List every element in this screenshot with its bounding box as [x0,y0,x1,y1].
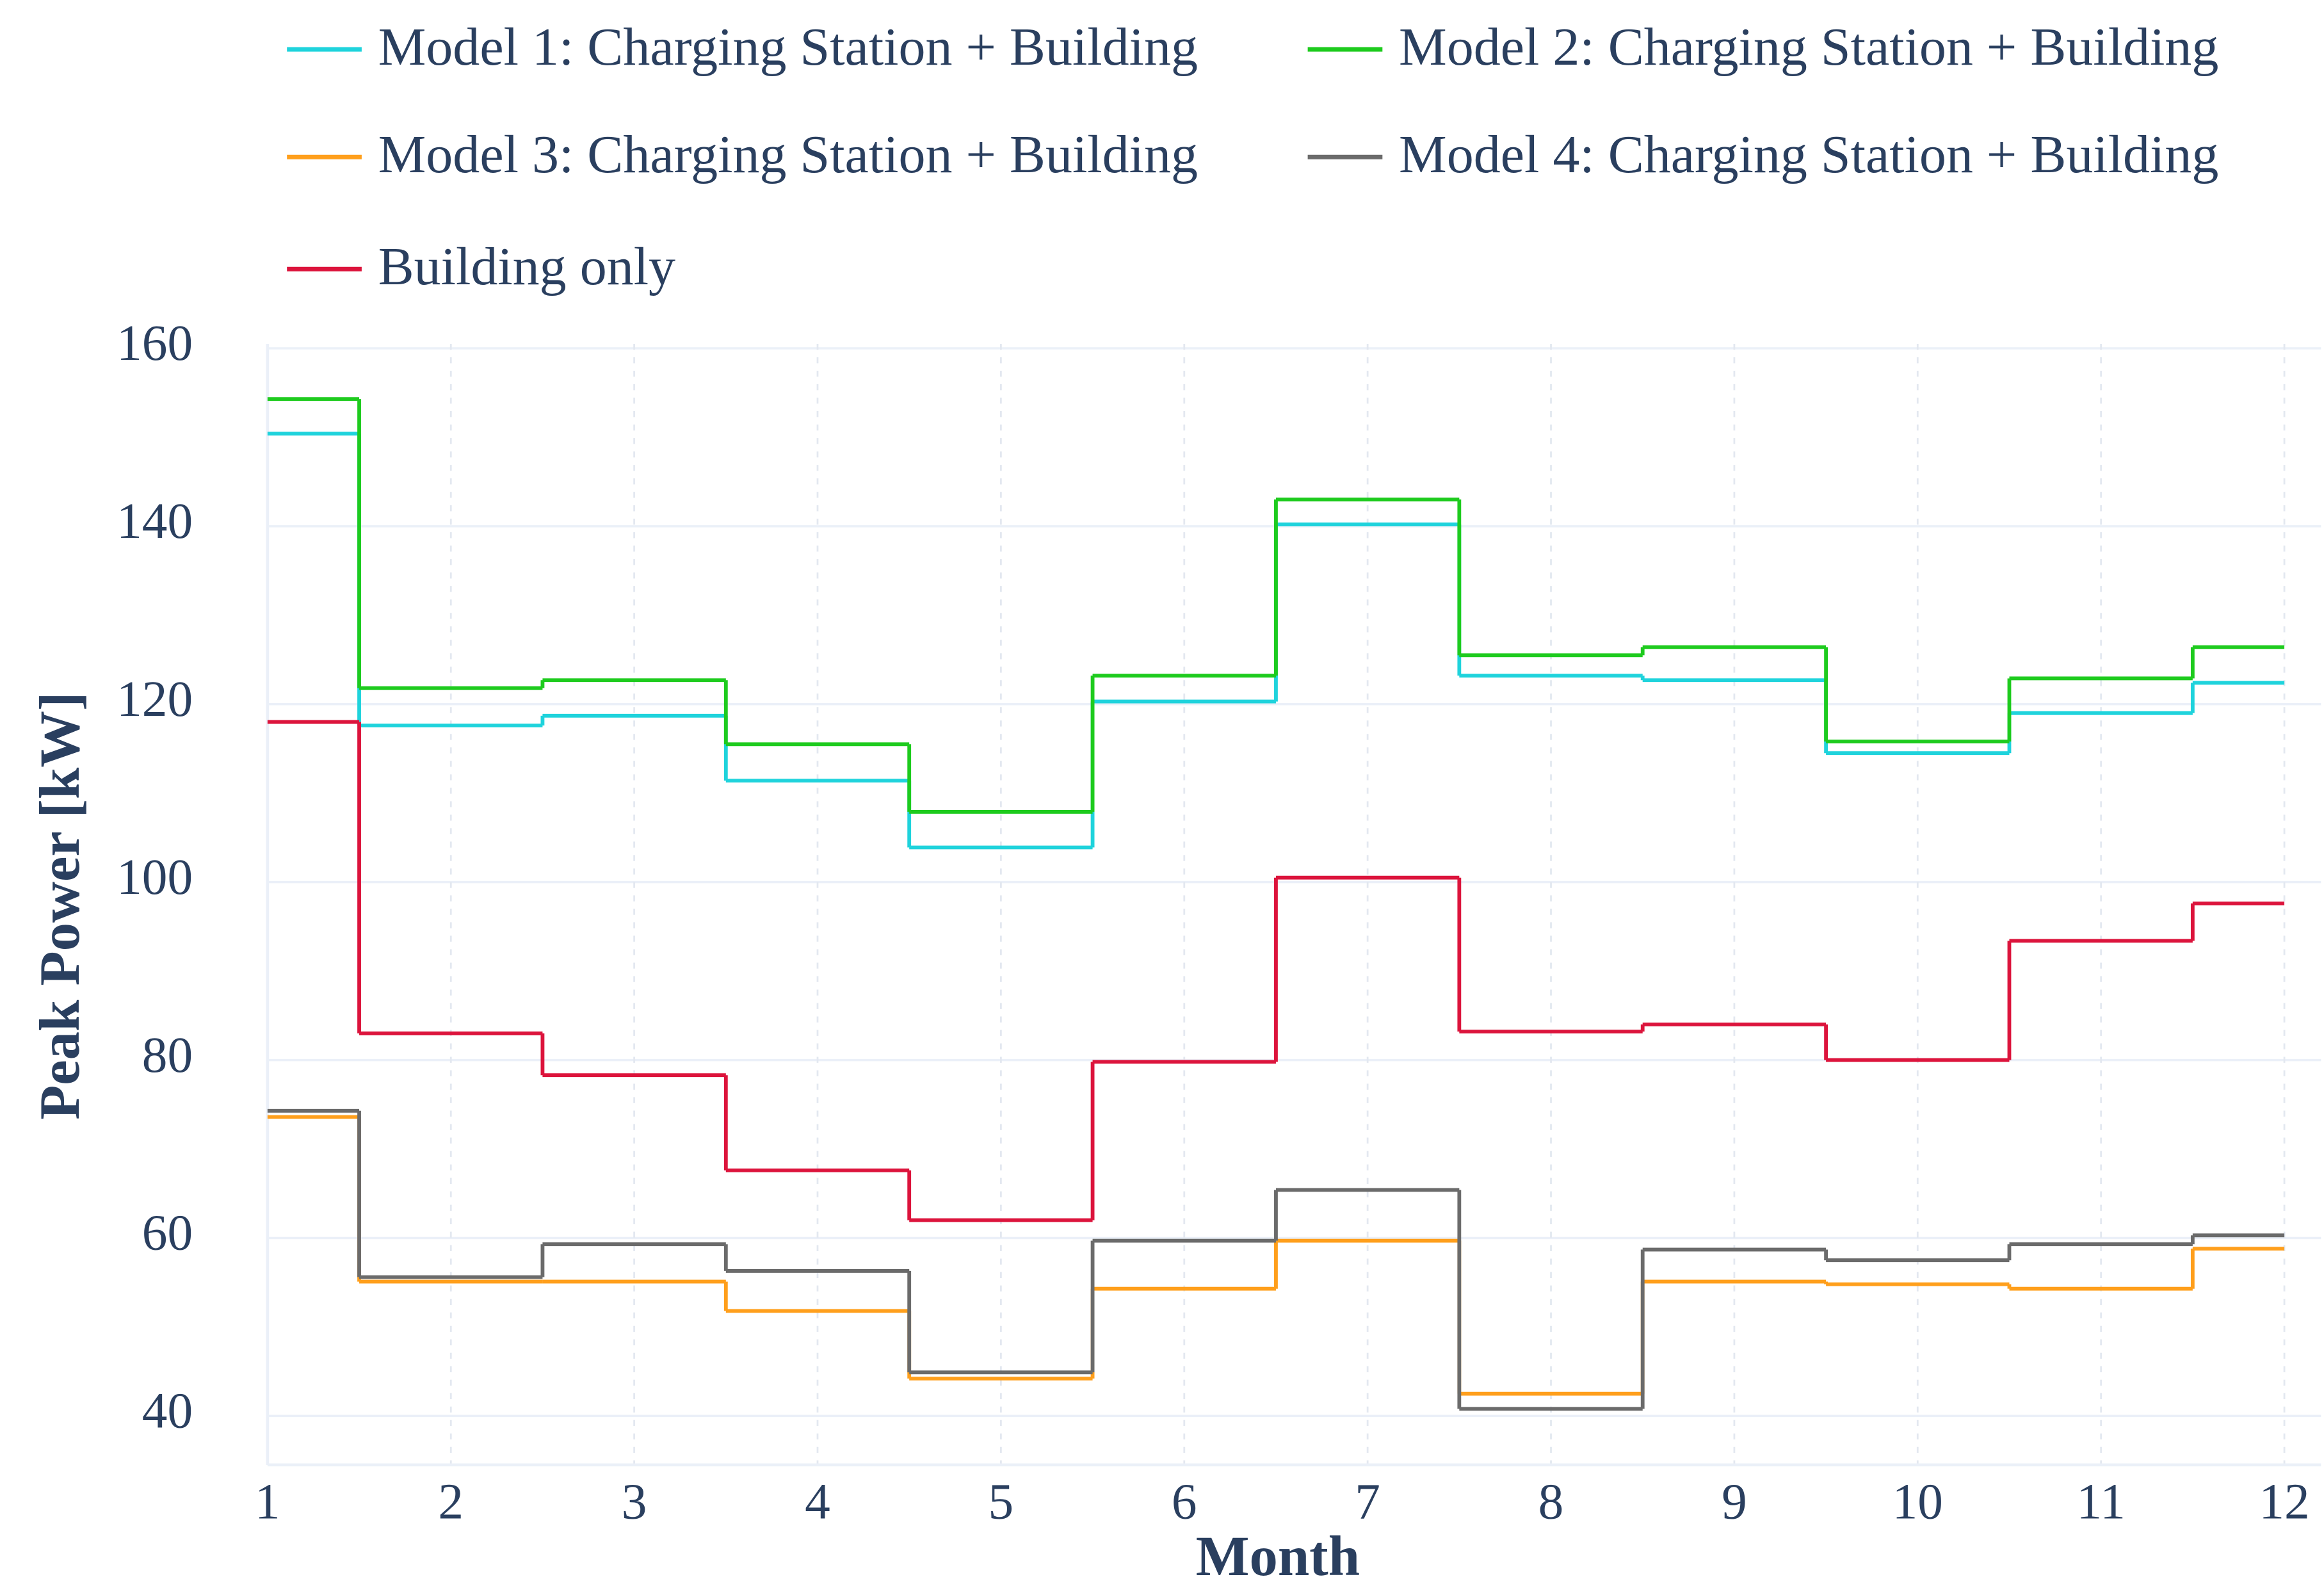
x-tick-label: 5 [989,1473,1014,1530]
series [267,1115,2285,1396]
y-tick-label: 100 [117,849,193,905]
y-tick-label: 40 [142,1383,193,1439]
series [267,397,2285,814]
y-tick-label: 140 [117,493,193,549]
legend-label: Model 1: Charging Station + Building [378,17,1198,77]
x-tick-label: 2 [438,1473,464,1530]
x-tick-label: 6 [1172,1473,1197,1530]
x-axis-title: Month [1196,1525,1360,1586]
x-tick-label: 12 [2259,1473,2309,1530]
x-tick-label: 10 [1892,1473,1943,1530]
y-tick-label: 60 [142,1205,193,1261]
x-tick-label: 7 [1355,1473,1380,1530]
y-tick-label: 80 [142,1027,193,1083]
y-tick-label: 160 [117,315,193,371]
legend-label: Building only [378,237,675,296]
legend-label: Model 3: Charging Station + Building [378,125,1198,184]
x-tick-label: 4 [805,1473,830,1530]
x-tick-label: 9 [1722,1473,1747,1530]
x-tick-label: 8 [1538,1473,1564,1530]
x-tick-label: 1 [255,1473,280,1530]
y-axis-title: Peak Power [kW] [29,692,92,1120]
legend-label: Model 2: Charging Station + Building [1399,17,2218,77]
series [267,720,2285,1222]
legend-label: Model 4: Charging Station + Building [1399,125,2218,184]
y-tick-label: 120 [117,671,193,727]
x-tick-label: 11 [2076,1473,2125,1530]
x-tick-label: 3 [622,1473,647,1530]
series [267,1108,2285,1411]
